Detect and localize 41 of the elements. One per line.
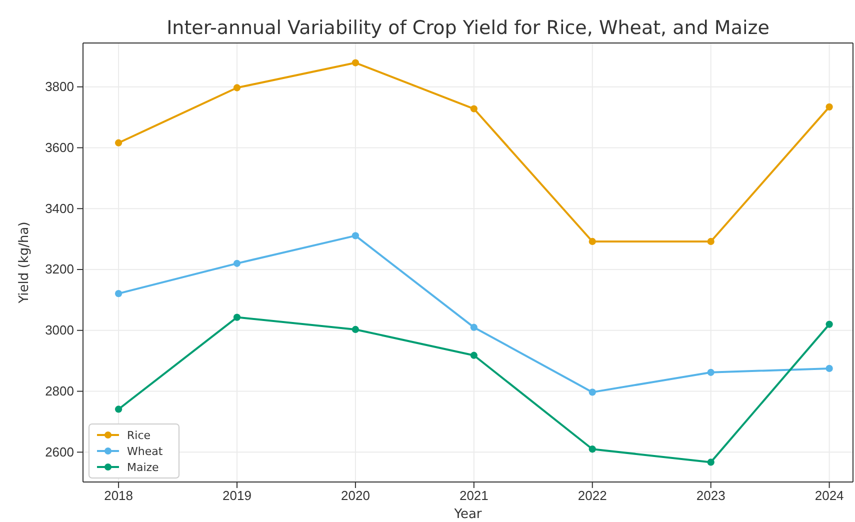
point xyxy=(707,238,714,246)
x-axis-title: Year xyxy=(453,507,482,522)
y-tick-label: 3400 xyxy=(45,200,74,216)
point xyxy=(588,388,596,396)
x-tick-label: 2022 xyxy=(578,488,607,504)
point xyxy=(352,232,360,240)
point xyxy=(233,314,241,321)
legend-label: Rice xyxy=(127,429,151,442)
point xyxy=(114,290,122,298)
point xyxy=(470,324,478,331)
point xyxy=(707,368,714,376)
chart-title: Inter-annual Variability of Crop Yield for Rice, Wheat, and Maize xyxy=(166,17,770,39)
point xyxy=(826,364,833,372)
legend-label: Wheat xyxy=(127,445,164,458)
point xyxy=(826,320,833,328)
y-tick-label: 2800 xyxy=(45,383,74,398)
point xyxy=(233,260,241,267)
point xyxy=(352,326,360,334)
y-tick-label: 3600 xyxy=(45,140,74,155)
y-tick-label: 3000 xyxy=(45,322,74,338)
point xyxy=(114,139,122,146)
point xyxy=(826,103,833,110)
y-tick-label: 3200 xyxy=(45,262,74,277)
point xyxy=(707,458,714,466)
x-tick-label: 2018 xyxy=(104,488,133,504)
x-tick-label: 2023 xyxy=(696,488,726,504)
point xyxy=(352,59,360,66)
x-tick-label: 2021 xyxy=(459,488,488,504)
point xyxy=(233,84,241,92)
point xyxy=(588,446,596,453)
x-tick-label: 2020 xyxy=(341,488,370,504)
x-tick-label: 2024 xyxy=(814,488,844,504)
legend-label: Maize xyxy=(127,461,160,474)
point xyxy=(588,238,596,246)
point xyxy=(470,352,478,359)
y-tick-label: 2600 xyxy=(45,444,74,460)
point xyxy=(470,105,478,112)
x-tick-label: 2019 xyxy=(222,488,252,504)
y-axis-title: Yield (kg/ha) xyxy=(17,222,32,304)
y-tick-label: 3800 xyxy=(45,79,74,94)
point xyxy=(114,406,122,413)
